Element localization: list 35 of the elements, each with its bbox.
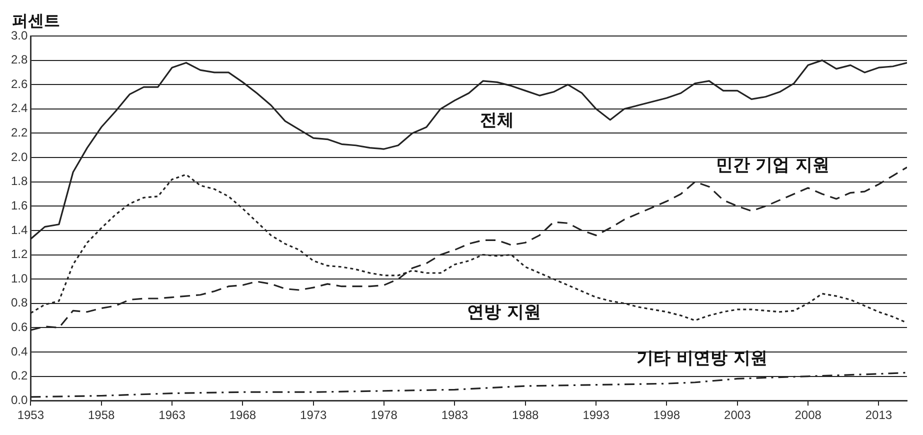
x-tick-label: 1953	[17, 408, 44, 422]
x-tick-label: 2003	[724, 408, 752, 422]
y-tick-label: 1.6	[10, 198, 28, 212]
x-tick-label: 2008	[794, 408, 822, 422]
y-tick-label: 2.4	[10, 101, 28, 116]
y-tick-label: 0.6	[10, 320, 28, 334]
y-tick-label: 0.4	[10, 344, 28, 358]
y-tick-label: 3.0	[10, 28, 28, 42]
y-tick-label: 0.8	[10, 296, 28, 310]
y-tick-label: 1.0	[10, 271, 28, 286]
series-label: 민간 기업 지원	[716, 155, 830, 176]
x-tick-label: 1958	[88, 408, 116, 422]
y-tick-label: 2.6	[10, 76, 28, 91]
y-tick-label: 0.0	[10, 392, 28, 407]
series-label: 전체	[480, 110, 514, 130]
y-tick-label: 2.0	[10, 150, 28, 164]
y-axis-title: 퍼센트	[12, 11, 60, 30]
x-tick-label: 1988	[512, 408, 540, 422]
x-tick-label: 1993	[582, 408, 610, 422]
x-tick-label: 2013	[865, 408, 892, 422]
y-tick-label: 1.2	[10, 247, 28, 262]
line-series	[30, 372, 907, 398]
y-tick-label: 2.2	[10, 126, 28, 140]
x-tick-label: 1983	[441, 408, 468, 422]
y-tick-label: 2.8	[10, 52, 28, 67]
series-label: 기타 비연방 지원	[636, 348, 768, 369]
y-tick-label: 0.2	[10, 368, 28, 383]
x-tick-label: 1968	[229, 408, 256, 422]
x-tick-label: 1998	[653, 408, 680, 422]
x-tick-label: 1963	[158, 408, 186, 422]
y-tick-label: 1.8	[10, 174, 28, 188]
x-tick-label: 1978	[370, 408, 398, 422]
y-tick-label: 1.4	[10, 222, 28, 237]
series-label: 연방 지원	[467, 302, 542, 323]
x-tick-label: 1973	[300, 408, 328, 422]
